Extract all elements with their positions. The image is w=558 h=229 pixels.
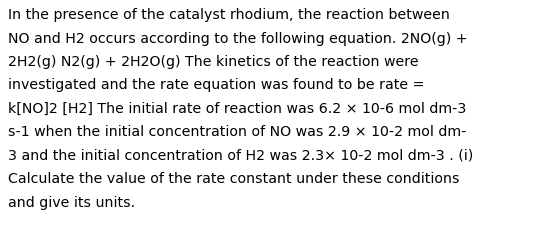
Text: 2H2(g) N2(g) + 2H2O(g) The kinetics of the reaction were: 2H2(g) N2(g) + 2H2O(g) The kinetics of t…	[8, 55, 418, 69]
Text: s-1 when the initial concentration of NO was 2.9 × 10-2 mol dm-: s-1 when the initial concentration of NO…	[8, 125, 466, 139]
Text: NO and H2 occurs according to the following equation. 2NO(g) +: NO and H2 occurs according to the follow…	[8, 31, 468, 45]
Text: investigated and the rate equation was found to be rate =: investigated and the rate equation was f…	[8, 78, 425, 92]
Text: Calculate the value of the rate constant under these conditions: Calculate the value of the rate constant…	[8, 172, 459, 186]
Text: and give its units.: and give its units.	[8, 195, 135, 209]
Text: 3 and the initial concentration of H2 was 2.3× 10-2 mol dm-3 . (i): 3 and the initial concentration of H2 wa…	[8, 148, 473, 162]
Text: k[NO]2 [H2] The initial rate of reaction was 6.2 × 10-6 mol dm-3: k[NO]2 [H2] The initial rate of reaction…	[8, 101, 466, 115]
Text: In the presence of the catalyst rhodium, the reaction between: In the presence of the catalyst rhodium,…	[8, 8, 450, 22]
